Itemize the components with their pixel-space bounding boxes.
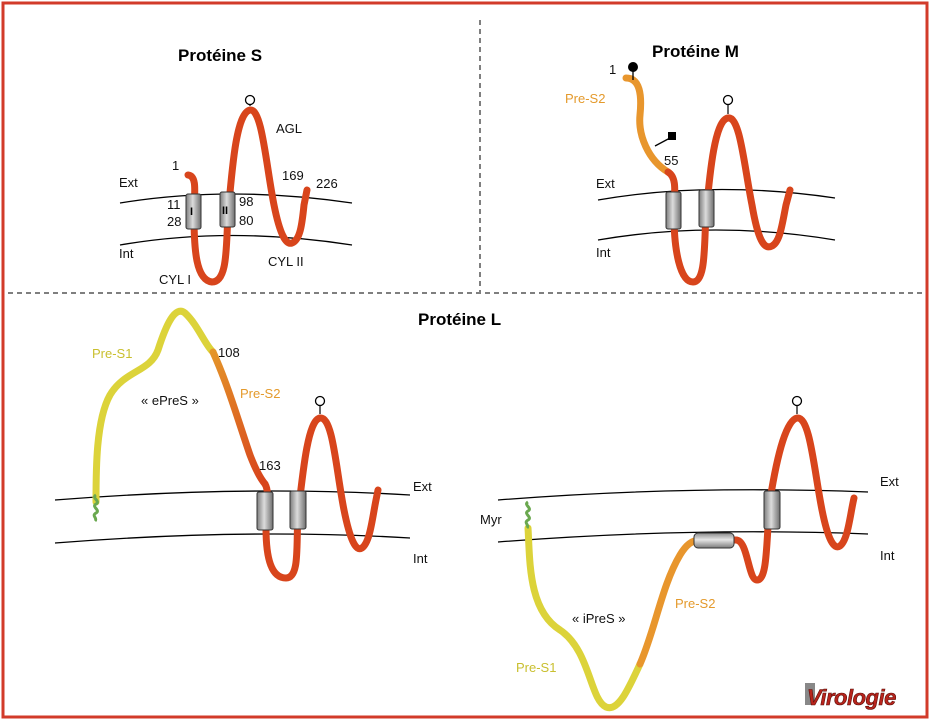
- label-ext: Ext: [119, 175, 138, 190]
- label-cyl2: CYL II: [268, 254, 304, 269]
- residue-28: 28: [167, 214, 181, 229]
- residue-169: 169: [282, 168, 304, 183]
- l-s-domain-chain: [696, 414, 858, 584]
- m-s-domain-chain: [664, 114, 794, 286]
- logo-v-block-icon: [805, 683, 815, 705]
- membrane-outer-line: [54, 490, 411, 501]
- label-cyl1: CYL I: [159, 272, 191, 287]
- label-ext: Ext: [596, 176, 615, 191]
- label-int: Int: [413, 551, 428, 566]
- tm1-label: I: [190, 206, 193, 218]
- myristoyl-anchor-icon: [92, 493, 99, 523]
- label-int: Int: [880, 548, 895, 563]
- residue-108: 108: [218, 345, 240, 360]
- l-pres2-chain: [636, 536, 704, 668]
- label-pres1: Pre-S1: [92, 346, 132, 361]
- n-glycan-stem: [654, 137, 671, 147]
- l-protein-epres: Pre-S1 « ePreS » Pre-S2 108 163 Ext Int: [54, 307, 432, 582]
- tm-segment-horizontal: [693, 532, 735, 549]
- residue-1: 1: [609, 62, 616, 77]
- tm-segment-2: [698, 189, 715, 228]
- label-pres2: Pre-S2: [240, 386, 280, 401]
- membrane-inner-line: [597, 229, 836, 241]
- label-pres2: Pre-S2: [565, 91, 605, 106]
- residue-55: 55: [664, 153, 678, 168]
- panel-m-title: Protéine M: [652, 42, 739, 61]
- residue-1: 1: [172, 158, 179, 173]
- virologie-logo: Virologie: [805, 683, 897, 710]
- glycan-site-icon: [722, 94, 734, 106]
- residue-226: 226: [316, 176, 338, 191]
- label-int: Int: [119, 246, 134, 261]
- label-ipres: « iPreS »: [572, 611, 625, 626]
- oligosaccharide-icon: [628, 62, 638, 72]
- l-pres1-chain: [92, 307, 217, 506]
- tm-segment-1: [665, 191, 682, 230]
- tm-segment-1: [256, 491, 274, 531]
- s-protein-chain: [184, 106, 311, 286]
- residue-80: 80: [239, 213, 253, 228]
- label-ext: Ext: [413, 479, 432, 494]
- panel-protein-m: Protéine M Pre-S2 1 55 Ext Int: [565, 42, 836, 286]
- glycan-site-icon: [244, 94, 256, 106]
- residue-11: 11: [167, 197, 181, 212]
- label-pres2: Pre-S2: [675, 596, 715, 611]
- membrane-inner-line: [119, 234, 353, 246]
- tm-segment-2: [289, 490, 307, 530]
- m-pres2-chain: [622, 74, 672, 176]
- l-s-domain-chain: [261, 414, 382, 582]
- label-agl: AGL: [276, 121, 302, 136]
- label-ext: Ext: [880, 474, 899, 489]
- glycan-site-icon: [314, 395, 326, 407]
- residue-98: 98: [239, 194, 253, 209]
- panel-s-title: Protéine S: [178, 46, 262, 65]
- label-epres: « ePreS »: [141, 393, 199, 408]
- l-pres2-chain: [209, 348, 269, 488]
- tm-segment-vertical: [763, 490, 781, 530]
- logo-text: Virologie: [807, 685, 896, 710]
- residue-163: 163: [259, 458, 281, 473]
- l-pres1-chain: [524, 524, 644, 712]
- tm-segment-2: [219, 191, 236, 228]
- membrane-outer-line: [597, 188, 836, 201]
- panel-l-title: Protéine L: [418, 310, 501, 329]
- l-protein-ipres: Myr « iPreS » Pre-S1 Pre-S2 Ext Int: [480, 395, 899, 712]
- glycan-site-icon: [791, 395, 803, 407]
- membrane-inner-line: [497, 531, 869, 543]
- panel-protein-s: Protéine S I II Ext Int 1 11 28 98 80 16…: [119, 46, 353, 287]
- n-glycan-square-icon: [668, 132, 676, 140]
- label-int: Int: [596, 245, 611, 260]
- tm-segment-1: [185, 193, 202, 230]
- membrane-outer-line: [119, 193, 353, 204]
- myristoyl-anchor-icon: [524, 500, 531, 530]
- label-myr: Myr: [480, 512, 502, 527]
- tm2-label: II: [222, 205, 228, 217]
- label-pres1: Pre-S1: [516, 660, 556, 675]
- membrane-outer-line: [497, 489, 869, 501]
